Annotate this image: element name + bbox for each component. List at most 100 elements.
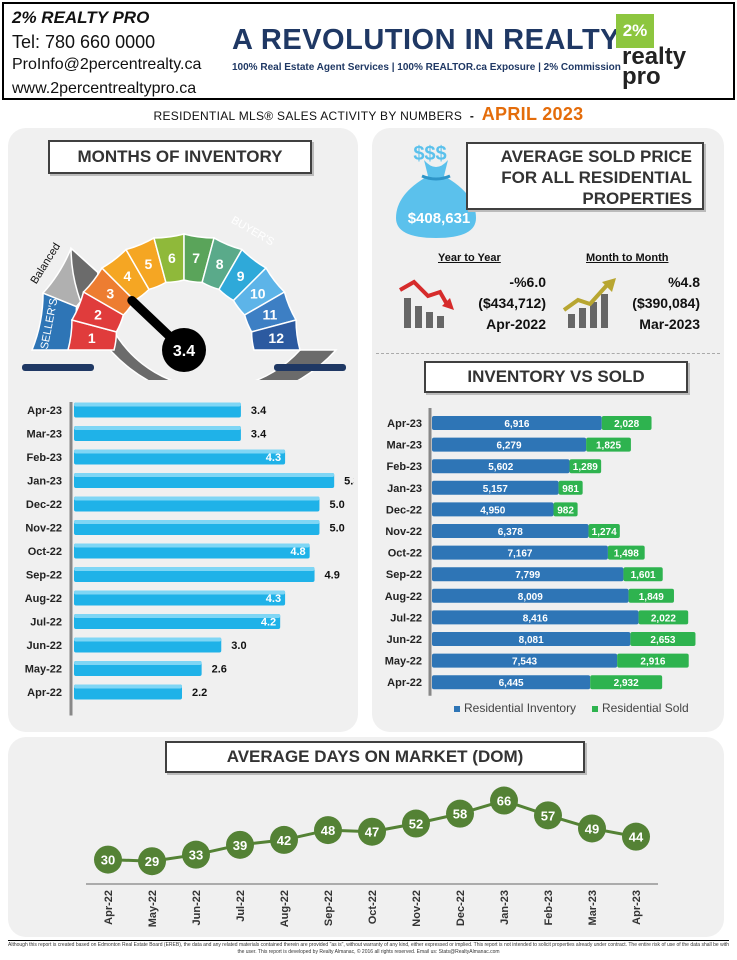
sold-bar xyxy=(586,437,631,452)
mom-label: Month to Month xyxy=(586,252,669,264)
dom-value-label: 58 xyxy=(453,807,467,822)
gauge-segment-label: 12 xyxy=(268,330,284,346)
dom-value-label: 47 xyxy=(365,825,379,840)
dom-value-label: 39 xyxy=(233,838,247,853)
legend-inventory-swatch xyxy=(454,706,460,712)
moi-bar-highlight xyxy=(74,637,222,642)
dom-value-label: 42 xyxy=(277,833,291,848)
inventory-bar xyxy=(432,416,602,430)
sold-value-label: 981 xyxy=(562,484,579,495)
dom-point xyxy=(270,825,298,854)
moi-bar-highlight xyxy=(74,449,286,454)
dom-point xyxy=(314,816,342,845)
dom-point xyxy=(578,814,606,843)
subtitle-separator: - xyxy=(469,109,475,123)
sold-value-label: 1,289 xyxy=(573,462,598,473)
gauge-base-right xyxy=(274,364,346,371)
moi-category-label: Jan-23 xyxy=(27,476,62,488)
ivs-category-label: May-22 xyxy=(385,656,422,668)
moi-bar-highlight xyxy=(74,614,281,618)
moi-value-label: 4.8 xyxy=(290,546,305,558)
sold-value-label: 2,653 xyxy=(650,635,675,646)
moi-bar-chart: Apr-23 3.4 Mar-23 3.4 Feb-23 4.3 Jan-23 5.3 Dec-… xyxy=(25,402,354,716)
sold-bar xyxy=(569,459,602,474)
yoy-block: -%6.0 ($434,712) Apr-2022 xyxy=(456,272,546,335)
avg-price-title-line3: PROPERTIES xyxy=(582,189,692,208)
gauge-label-buyers: BUYER'S xyxy=(229,214,276,248)
sold-value-label: 982 xyxy=(557,505,574,516)
gauge-segment-label: 4 xyxy=(123,268,131,284)
moi-category-label: Feb-23 xyxy=(27,452,62,464)
dom-category-label: Oct-22 xyxy=(367,890,379,924)
website-link[interactable]: www.2percentrealtypro.ca xyxy=(12,80,197,97)
headline: A REVOLUTION IN REALTY xyxy=(232,24,620,56)
moi-bar-highlight xyxy=(74,520,320,524)
inventory-value-label: 8,416 xyxy=(523,613,548,624)
moi-value-label: 5.0 xyxy=(329,523,344,535)
moi-value-label: 4.3 xyxy=(266,593,281,605)
inventory-value-label: 7,543 xyxy=(512,657,537,668)
inventory-value-label: 6,378 xyxy=(498,527,523,538)
ivs-category-label: Dec-22 xyxy=(386,504,422,516)
moi-category-label: Nov-22 xyxy=(25,523,62,535)
moi-bar-highlight xyxy=(74,567,315,571)
gauge-hub xyxy=(162,328,206,372)
legend-inventory-label: Residential Inventory xyxy=(464,701,576,715)
email-link[interactable]: ProInfo@2percentrealty.ca xyxy=(12,56,202,73)
subtitle-prefix: RESIDENTIAL MLS® SALES ACTIVITY BY NUMBE… xyxy=(153,109,463,123)
inventory-bar xyxy=(432,480,559,495)
inventory-value-label: 5,602 xyxy=(488,462,513,473)
report-month: APRIL 2023 xyxy=(481,104,584,124)
moi-value-label: 3.4 xyxy=(251,405,267,417)
inventory-value-label: 8,009 xyxy=(518,592,543,603)
sold-bar xyxy=(553,502,578,517)
section-divider xyxy=(376,353,720,354)
sold-value-label: 1,825 xyxy=(596,441,621,452)
moi-value-label: 4.9 xyxy=(325,570,340,582)
dom-category-label: Apr-23 xyxy=(631,890,643,925)
sold-bar xyxy=(630,632,696,646)
phone-number[interactable]: Tel: 780 660 0000 xyxy=(12,32,156,52)
moi-bar-highlight xyxy=(74,426,241,430)
ivs-category-label: Jan-23 xyxy=(387,483,422,495)
dom-value-label: 29 xyxy=(145,854,159,869)
moi-bar-highlight xyxy=(74,543,310,548)
dom-category-label: Nov-22 xyxy=(411,890,423,927)
dom-title: AVERAGE DAYS ON MARKET (DOM) xyxy=(165,741,585,773)
gauge-segment-label: 10 xyxy=(250,285,266,301)
sold-value-label: 1,601 xyxy=(631,570,656,581)
trend-up-icon xyxy=(562,278,616,328)
dom-point xyxy=(358,817,386,846)
moi-value-label: 2.2 xyxy=(192,687,207,699)
logo: 2% realty pro xyxy=(616,14,686,92)
moi-bar-highlight xyxy=(74,402,241,407)
ivs-category-label: Jul-22 xyxy=(390,612,422,624)
yoy-period: Apr-2022 xyxy=(486,316,546,332)
legend-sold-swatch xyxy=(592,706,598,712)
ivs-category-label: Oct-22 xyxy=(388,548,422,560)
dom-category-label: Jul-22 xyxy=(235,890,247,922)
sold-value-label: 1,498 xyxy=(614,549,639,560)
dom-point xyxy=(182,840,210,869)
avg-price-title: AVERAGE SOLD PRICE FOR ALL RESIDENTIAL P… xyxy=(466,142,704,210)
disclaimer: Although this report is created based on… xyxy=(8,940,729,955)
gauge-segment-label: 5 xyxy=(145,256,153,272)
moi-bar-highlight xyxy=(74,496,320,501)
inventory-value-label: 7,167 xyxy=(507,549,532,560)
sold-value-label: 1,274 xyxy=(592,527,617,538)
dom-category-label: Dec-22 xyxy=(455,890,467,926)
gauge-segment-label: 3 xyxy=(106,285,114,301)
gauge-base-left xyxy=(22,364,94,371)
mom-block: %4.8 ($390,084) Mar-2023 xyxy=(610,272,700,335)
gauge-segment-label: 2 xyxy=(94,306,102,322)
gauge-segment-label: 6 xyxy=(168,250,176,266)
inventory-value-label: 4,950 xyxy=(480,505,505,516)
dom-category-label: Aug-22 xyxy=(279,890,291,927)
dom-category-label: May-22 xyxy=(147,890,159,927)
dom-point xyxy=(226,830,254,859)
moi-value-label: 5.0 xyxy=(329,499,344,511)
ivs-category-label: Jun-22 xyxy=(387,634,422,646)
inventory-bar xyxy=(432,524,589,538)
dom-point xyxy=(138,847,166,876)
moi-bar-highlight xyxy=(74,684,182,689)
